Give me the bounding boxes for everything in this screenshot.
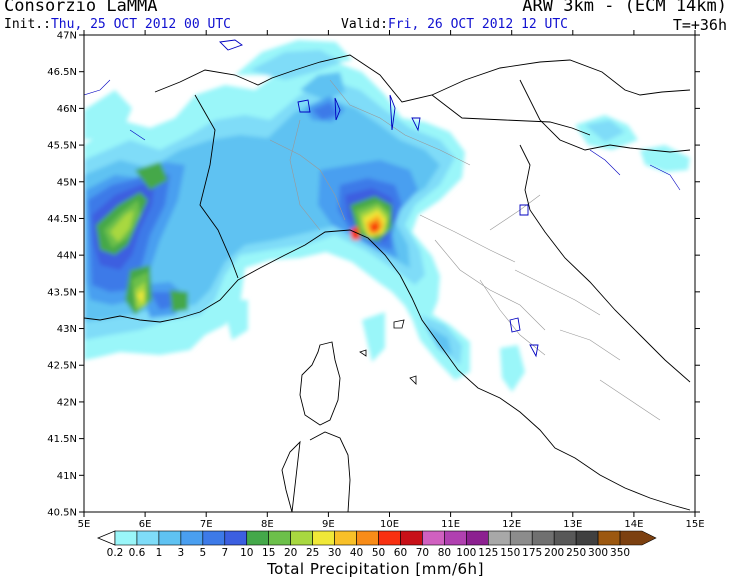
colorbar-swatch — [312, 530, 335, 546]
geography — [84, 39, 691, 512]
lon-label: 8E — [261, 519, 274, 530]
organization-title: Consorzio LaMMA — [4, 0, 158, 16]
valid-value: Fri, 26 OCT 2012 12 UTC — [387, 17, 568, 32]
lon-label: 5E — [78, 519, 91, 530]
colorbar-swatch — [158, 530, 182, 546]
colorbar-swatch — [334, 530, 357, 546]
colorbar-level-label: 125 — [478, 547, 498, 559]
colorbar-swatch — [224, 530, 248, 546]
colorbar-level-label: 25 — [306, 547, 319, 559]
colorbar-level-label: 200 — [544, 547, 564, 559]
colorbar-swatch — [136, 530, 160, 546]
country-borders — [154, 54, 691, 279]
colorbar-swatch — [509, 530, 533, 546]
lat-label: 44N — [57, 251, 77, 262]
lat-label: 45N — [57, 177, 77, 188]
latitude-axis: 47N 46.5N 46N 45.5N 45N 44.5N 44N 43.5N 43N 42.5N… — [47, 31, 700, 519]
islands — [359, 319, 417, 385]
colorbar-level-label: 15 — [262, 547, 275, 559]
lon-label: 12E — [502, 519, 521, 530]
colorbar-level-label: 50 — [372, 547, 385, 559]
coastline — [84, 79, 691, 511]
colorbar-swatch — [466, 530, 489, 546]
precipitation-field — [84, 40, 690, 392]
colorbar-level-label: 175 — [522, 547, 542, 559]
longitude-axis: 5E 6E 7E 8E 9E 10E 11E 12E 13E 14E 15E — [78, 30, 705, 530]
colorbar-swatch — [268, 530, 291, 546]
colorbar-level-label: 0.6 — [129, 547, 146, 559]
colorbar-level-label: 300 — [588, 547, 608, 559]
colorbar-level-label: 3 — [178, 547, 185, 559]
lat-label: 47N — [57, 31, 77, 42]
colorbar-level-label: 150 — [500, 547, 520, 559]
colorbar-level-label: 20 — [284, 547, 297, 559]
lat-label: 42.5N — [47, 361, 77, 372]
colorbar-level-label: 100 — [456, 547, 476, 559]
colorbar-under-arrow — [96, 530, 116, 546]
lat-label: 41N — [57, 471, 77, 482]
colorbar-title: Total Precipitation [mm/6h] — [267, 560, 484, 578]
valid-time: Valid:Fri, 26 OCT 2012 12 UTC — [341, 17, 568, 32]
lat-label: 42N — [57, 397, 77, 408]
colorbar-level-label: 30 — [328, 547, 341, 559]
lon-label: 15E — [685, 519, 704, 530]
colorbar-level-label: 40 — [350, 547, 363, 559]
colorbar-swatch — [575, 530, 599, 546]
lat-label: 40.5N — [47, 508, 77, 519]
forecast-step: T=+36h — [672, 16, 727, 34]
colorbar-swatch — [378, 530, 401, 546]
colorbar-swatch — [290, 530, 313, 546]
colorbar-level-label: 60 — [394, 547, 407, 559]
colorbar-level-label: 70 — [416, 547, 429, 559]
lakes — [219, 39, 539, 358]
colorbar-level-label: 0.2 — [107, 547, 124, 559]
lon-label: 9E — [322, 519, 335, 530]
colorbar-swatch — [619, 530, 657, 546]
init-label: Init.: — [4, 17, 51, 32]
init-value: Thu, 25 OCT 2012 00 UTC — [50, 17, 231, 32]
init-time: Init.:Thu, 25 OCT 2012 00 UTC — [4, 17, 231, 32]
lat-label: 45.5N — [47, 141, 77, 152]
colorbar-swatch — [114, 530, 138, 546]
lon-label: 11E — [441, 519, 460, 530]
colorbar-level-label: 250 — [566, 547, 586, 559]
colorbar-swatch — [400, 530, 423, 546]
colorbar-swatch — [553, 530, 577, 546]
lat-label: 41.5N — [47, 434, 77, 445]
colorbar: 0.2 0.6 1 3 5 7 10 15 20 25 30 40 50 60 70 80 100 125 150 1… — [96, 530, 657, 559]
colorbar-swatch — [356, 530, 379, 546]
colorbar-level-label: 5 — [199, 547, 206, 559]
colorbar-swatch — [444, 530, 467, 546]
rivers — [84, 79, 681, 191]
lat-label: 43N — [57, 324, 77, 335]
lon-label: 14E — [624, 519, 643, 530]
lat-label: 44.5N — [47, 214, 77, 225]
colorbar-level-label: 1 — [156, 547, 163, 559]
colorbar-swatch — [597, 530, 621, 546]
valid-label: Valid: — [341, 17, 388, 32]
lat-label: 46N — [57, 104, 77, 115]
colorbar-level-label: 7 — [221, 547, 228, 559]
corsica-coast — [299, 341, 341, 426]
lat-label: 43.5N — [47, 287, 77, 298]
lon-label: 10E — [380, 519, 399, 530]
colorbar-level-label: 10 — [240, 547, 253, 559]
model-title: ARW 3km - (ECM 14km) — [522, 0, 727, 16]
lon-label: 13E — [563, 519, 582, 530]
colorbar-level-label: 350 — [610, 547, 630, 559]
colorbar-swatch — [202, 530, 226, 546]
colorbar-swatch — [422, 530, 445, 546]
lat-label: 46.5N — [47, 67, 77, 78]
colorbar-level-label: 80 — [438, 547, 451, 559]
lon-label: 6E — [139, 519, 152, 530]
lon-label: 7E — [200, 519, 213, 530]
colorbar-swatch — [246, 530, 270, 546]
colorbar-swatch — [531, 530, 555, 546]
sardinia-coast — [281, 431, 351, 512]
colorbar-swatch — [487, 530, 511, 546]
colorbar-swatch — [180, 530, 204, 546]
